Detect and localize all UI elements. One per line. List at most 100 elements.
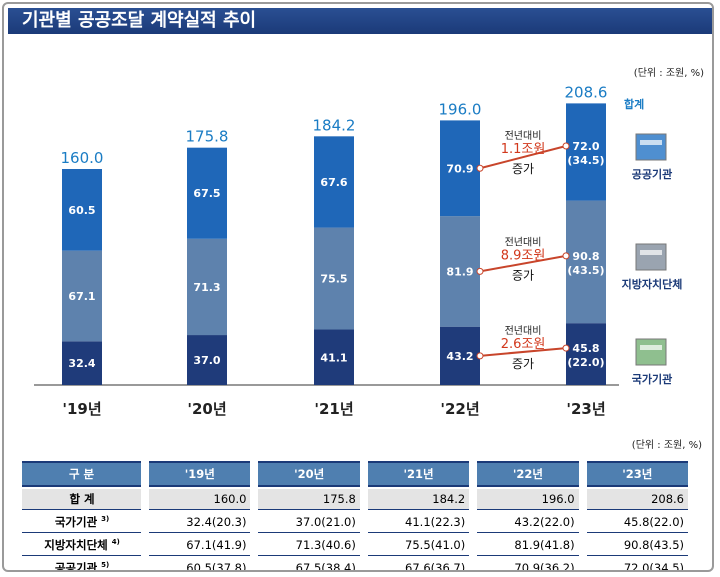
bar-segment-2 <box>187 147 227 239</box>
data-label: 81.9 <box>446 265 473 278</box>
bar-segment-1 <box>314 227 354 330</box>
bar-segment-2 <box>566 103 606 201</box>
bar-segment-0 <box>440 326 480 385</box>
legend-total: 합계 <box>624 97 644 111</box>
share-label: (34.5) <box>567 154 604 167</box>
annotation-prefix: 전년대비 <box>505 237 542 249</box>
table-cell: 160.0 <box>149 489 251 510</box>
data-label: 67.5 <box>193 187 220 200</box>
total-label: 208.6 <box>565 83 608 101</box>
data-label: 41.1 <box>320 351 347 364</box>
data-label: 67.1 <box>68 290 95 303</box>
header-cell: '23년 <box>586 461 688 487</box>
connector-dot <box>476 164 484 172</box>
connector-line <box>479 347 567 357</box>
data-label: 70.9 <box>446 162 473 175</box>
footnote-mark: 5) <box>101 561 110 570</box>
legend-label: 공공기관 <box>632 167 672 181</box>
annotation-suffix: 증가 <box>512 357 534 371</box>
bar-segment-0 <box>566 323 606 385</box>
data-table: 구 분 '19년 '20년 '21년 '22년 '23년 합 계 160.0 175… <box>14 459 696 570</box>
table-cell: 196.0 <box>477 489 579 510</box>
share-label: (43.5) <box>567 264 604 277</box>
table-row: 지방자치단체 4) 67.1(41.9) 71.3(40.6) 75.5(41.0) 8… <box>22 535 688 556</box>
table-cell: 45.8(22.0) <box>586 512 688 533</box>
connector-dot <box>562 142 570 150</box>
x-tick-label: '23년 <box>566 400 605 418</box>
building-icon <box>635 338 667 366</box>
table-cell: 37.0(21.0) <box>258 512 360 533</box>
data-label: 71.3 <box>193 281 220 294</box>
building-icon-window <box>640 345 662 350</box>
table-cell: 71.3(40.6) <box>258 535 360 556</box>
legend-label: 지방자치단체 <box>622 277 683 291</box>
table-cell: 208.6 <box>586 489 688 510</box>
annotation-suffix: 증가 <box>512 269 534 283</box>
stacked-bar-chart: (단위 : 조원, %) 32.4 67.1 60.5 160.0 '19년 37.0 71.… <box>34 66 704 418</box>
row-label: 지방자치단체 4) <box>22 535 142 556</box>
table-cell: 90.8(43.5) <box>586 535 688 556</box>
data-label: 67.6 <box>320 176 347 189</box>
building-icon <box>635 133 667 161</box>
bar-segment-0 <box>187 335 227 385</box>
connector-dot <box>476 352 484 360</box>
x-tick-label: '19년 <box>62 400 101 418</box>
row-label: 국가기관 3) <box>22 512 142 533</box>
table-cell: 67.6(36.7) <box>368 558 469 570</box>
header-cell: '22년 <box>477 461 579 487</box>
building-icon-window <box>640 250 662 255</box>
table-cell: 32.4(20.3) <box>149 512 251 533</box>
annotation-amount: 8.9조원 <box>501 249 546 264</box>
table-row: 국가기관 3) 32.4(20.3) 37.0(21.0) 41.1(22.3) 43.… <box>22 512 688 533</box>
annotation-prefix: 전년대비 <box>505 130 542 142</box>
table-unit-label: (단위 : 조원, %) <box>631 440 702 451</box>
connector-line <box>479 254 567 273</box>
bar-segment-2 <box>440 120 480 217</box>
table-cell: 70.9(36.2) <box>477 558 578 570</box>
connector-dot <box>562 344 570 352</box>
x-tick-label: '21년 <box>314 400 353 418</box>
bar-segment-0 <box>314 329 354 385</box>
building-icon-window <box>640 140 662 145</box>
chart-unit-label: (단위 : 조원, %) <box>634 66 704 79</box>
total-label: 196.0 <box>439 100 482 118</box>
bar-segment-2 <box>62 169 102 251</box>
table-cell: 81.9(41.8) <box>477 535 579 556</box>
header-cell: '21년 <box>367 461 470 487</box>
table-row: 공공기관 5) 60.5(37.8) 67.5(38.4) 67.6(36.7) 70.… <box>22 558 688 570</box>
annotation-amount: 1.1조원 <box>501 142 546 157</box>
page-title: 기관별 공공조달 계약실적 추이 <box>8 8 712 34</box>
infographic-frame: (단위 : 조원, %) 32.4 67.1 60.5 160.0'19년 37.0 71.… <box>2 2 714 572</box>
row-label: 공공기관 5) <box>22 558 141 570</box>
bar-segment-0 <box>62 341 102 385</box>
table-cell: 43.2(22.0) <box>477 512 579 533</box>
table-cell: 175.8 <box>258 489 360 510</box>
share-label: (22.0) <box>567 356 604 369</box>
bar-segment-1 <box>440 216 480 327</box>
table-cell: 72.0(34.5) <box>587 558 688 570</box>
data-label: 72.0 <box>572 140 599 153</box>
table-cell: 67.1(41.9) <box>149 535 251 556</box>
data-label: 75.5 <box>320 273 347 286</box>
data-label: 32.4 <box>68 357 95 370</box>
total-label: 184.2 <box>313 116 356 134</box>
connector-line <box>479 145 567 170</box>
data-label: 90.8 <box>572 250 599 263</box>
data-label: 60.5 <box>68 204 95 217</box>
table-cell: 67.5(38.4) <box>258 558 359 570</box>
x-tick-label: '20년 <box>187 400 226 418</box>
header-cell: '19년 <box>149 461 251 487</box>
bar-segment-1 <box>566 200 606 324</box>
footnote-mark: 3) <box>101 515 110 524</box>
legend-label: 국가기관 <box>632 372 672 386</box>
table-row: 합 계 160.0 175.8 184.2 196.0 208.6 <box>22 489 688 510</box>
table-cell: 60.5(37.8) <box>149 558 250 570</box>
connector-dot <box>562 252 570 260</box>
data-label: 37.0 <box>193 354 220 367</box>
table-cell: 41.1(22.3) <box>367 512 470 533</box>
annotation-prefix: 전년대비 <box>505 325 542 337</box>
total-label: 160.0 <box>61 149 104 167</box>
bar-segment-2 <box>314 136 354 228</box>
header-cell: 구 분 <box>22 461 142 487</box>
table-header-row: 구 분 '19년 '20년 '21년 '22년 '23년 <box>22 461 688 487</box>
